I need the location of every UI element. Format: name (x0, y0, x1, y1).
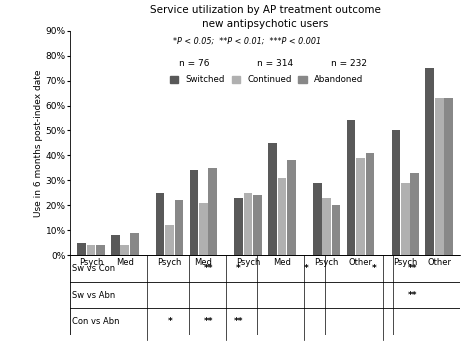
Text: **: ** (204, 264, 213, 273)
Text: Con vs Abn: Con vs Abn (72, 317, 119, 326)
Title: Service utilization by AP treatment outcome
new antipsychotic users: Service utilization by AP treatment outc… (150, 5, 380, 29)
Bar (165, 225, 174, 255)
Y-axis label: Use in 6 months post-index date: Use in 6 months post-index date (33, 69, 43, 217)
Bar (365, 153, 374, 255)
Bar (287, 160, 296, 255)
Bar (313, 183, 322, 255)
Text: **: ** (408, 291, 418, 300)
Bar (392, 130, 400, 255)
Bar (356, 158, 365, 255)
Text: n = 314: n = 314 (257, 59, 293, 68)
Bar (253, 195, 262, 255)
Bar (208, 168, 217, 255)
Bar (77, 242, 86, 255)
Bar (347, 120, 356, 255)
Text: Sw vs Con: Sw vs Con (72, 264, 115, 273)
Text: *P < 0.05;  **P < 0.01;  ***P < 0.001: *P < 0.05; **P < 0.01; ***P < 0.001 (173, 36, 321, 45)
Bar (156, 193, 165, 255)
Bar (411, 173, 419, 255)
Bar (130, 233, 139, 255)
Text: **: ** (408, 264, 418, 273)
Bar (401, 183, 410, 255)
Text: Sw vs Abn: Sw vs Abn (72, 291, 115, 300)
Legend: Switched, Continued, Abandoned: Switched, Continued, Abandoned (170, 76, 363, 84)
Text: *: * (304, 264, 308, 273)
Bar (190, 170, 198, 255)
Bar (234, 198, 243, 255)
Bar (86, 245, 95, 255)
Bar (111, 235, 120, 255)
Bar (244, 193, 252, 255)
Bar (120, 245, 129, 255)
Bar (174, 200, 183, 255)
Bar (96, 245, 105, 255)
Text: *: * (372, 264, 377, 273)
Bar (278, 178, 286, 255)
Text: *: * (236, 264, 240, 273)
Bar (435, 98, 444, 255)
Text: *: * (168, 317, 173, 326)
Text: **: ** (204, 317, 213, 326)
Text: n = 76: n = 76 (179, 59, 210, 68)
Bar (268, 143, 277, 255)
Bar (199, 203, 208, 255)
Bar (332, 205, 340, 255)
Text: **: ** (233, 317, 243, 326)
Bar (322, 198, 331, 255)
Bar (444, 98, 453, 255)
Text: n = 232: n = 232 (332, 59, 367, 68)
Bar (425, 68, 434, 255)
